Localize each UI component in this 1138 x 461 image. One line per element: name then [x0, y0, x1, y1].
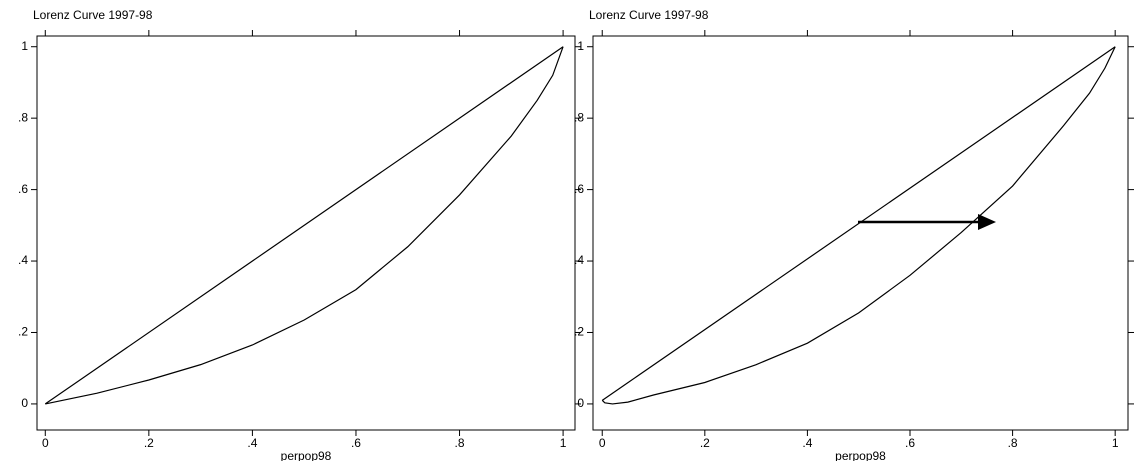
- series-line: [601, 46, 1116, 405]
- series-line: [45, 46, 564, 405]
- chart-title: Lorenz Curve 1997-98: [33, 8, 153, 22]
- y-tick-label: .8: [574, 110, 584, 124]
- plot-frame: [36, 35, 576, 431]
- x-tick-label: 0: [599, 436, 606, 450]
- x-tick-label: .8: [455, 436, 465, 450]
- x-tick-label: .2: [700, 436, 710, 450]
- x-tick-label: 0: [42, 436, 49, 450]
- y-tick-label: .6: [18, 182, 28, 196]
- y-tick-label: 1: [577, 39, 584, 53]
- x-tick-label: 1: [1112, 436, 1119, 450]
- x-tick-label: .6: [351, 436, 361, 450]
- y-tick-label: 0: [21, 396, 28, 410]
- arrow-head: [978, 214, 996, 230]
- x-tick-label: .4: [802, 436, 812, 450]
- y-tick-label: .4: [18, 253, 28, 267]
- y-tick-label: 1: [21, 39, 28, 53]
- x-axis-label: perpop98: [281, 449, 332, 461]
- y-tick-label: .6: [574, 182, 584, 196]
- y-tick-label: .8: [18, 110, 28, 124]
- series-line: [601, 46, 1116, 401]
- series-line: [44, 46, 564, 405]
- chart-title: Lorenz Curve 1997-98: [589, 8, 709, 22]
- y-tick-label: .2: [18, 325, 28, 339]
- x-tick-label: .2: [144, 436, 154, 450]
- y-tick-label: 0: [577, 396, 584, 410]
- y-tick-label: .4: [574, 253, 584, 267]
- x-tick-label: .6: [905, 436, 915, 450]
- x-tick-label: .8: [1008, 436, 1018, 450]
- x-tick-label: 1: [560, 436, 567, 450]
- x-tick-label: .4: [247, 436, 257, 450]
- x-axis-label: perpop98: [835, 449, 886, 461]
- plot-frame: [592, 35, 1129, 431]
- arrow-annotation: [858, 214, 996, 230]
- y-tick-label: .2: [574, 325, 584, 339]
